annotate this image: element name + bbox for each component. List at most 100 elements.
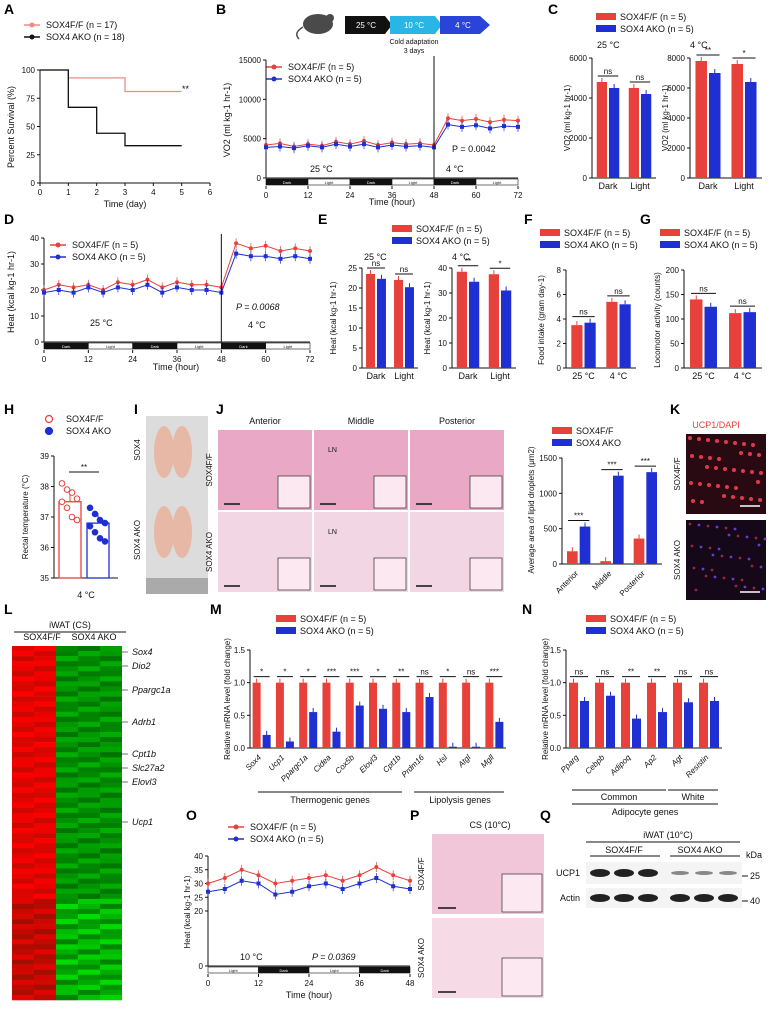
h-point — [73, 495, 81, 503]
d-x-tick-label: 48 — [217, 355, 226, 364]
c2-y-tick-label: 6000 — [667, 84, 685, 93]
b-point — [320, 145, 324, 150]
heatmap-cell — [78, 959, 100, 965]
heatmap-cell — [78, 954, 100, 960]
heatmap-cell — [100, 833, 122, 839]
heatmap-cell — [78, 686, 100, 692]
heatmap-cell — [56, 701, 78, 707]
c2-bar — [745, 82, 757, 178]
heatmap-cell — [78, 787, 100, 793]
q-title: iWAT (10°C) — [643, 830, 692, 840]
heatmap-cell — [12, 747, 34, 753]
o-y-tick-label: 25 — [194, 893, 203, 902]
heatmap-cell — [100, 807, 122, 814]
fluorescence-dot — [690, 544, 694, 548]
heatmap-cell — [78, 742, 100, 748]
heatmap-cell — [56, 934, 78, 940]
heatmap-cell — [56, 893, 78, 900]
h-sig: ** — [81, 463, 87, 472]
heatmap-cell — [56, 843, 78, 849]
heatmap-cell — [34, 726, 56, 733]
e2-bar — [501, 290, 512, 368]
q-marker-25: 25 — [750, 871, 760, 881]
c2-bar — [709, 73, 721, 178]
heatmap-cell — [34, 711, 56, 718]
heatmap-cell — [34, 737, 56, 743]
heatmap-cell — [56, 914, 78, 920]
heatmap-cell — [56, 721, 78, 728]
l-title: iWAT (CS) — [49, 620, 91, 630]
gene-label: Sox4 — [132, 647, 153, 657]
g-bar — [704, 306, 717, 368]
d-point — [263, 243, 268, 248]
mouse-tail-icon — [296, 26, 304, 40]
o-y-tick-label: 30 — [194, 880, 203, 889]
g-sig: ns — [738, 297, 746, 306]
j-legend-swatch — [552, 439, 572, 446]
m-legend-entry: SOX4F/F (n = 5) — [300, 614, 366, 624]
fluorescence-dot — [720, 554, 724, 558]
heatmap-cell — [56, 802, 78, 809]
heatmap-cell — [56, 883, 78, 890]
heatmap-cell — [100, 873, 122, 879]
m-bar — [355, 705, 364, 748]
fluorescence-dot — [699, 455, 703, 459]
m-category-label: Elovl3 — [358, 753, 380, 775]
b-point — [516, 124, 520, 129]
heatmap-cell — [100, 858, 122, 864]
b-cycle-label: Dark — [367, 180, 375, 185]
m-category-label: Atgl — [456, 753, 473, 770]
o-point — [408, 887, 412, 891]
d-point — [308, 256, 312, 261]
c2-bar — [731, 64, 743, 178]
h-x-title: 4 °C — [77, 590, 95, 600]
fat-pad-image — [172, 426, 192, 478]
m-bar — [309, 712, 318, 748]
fluorescence-dot — [697, 437, 701, 441]
j-legend-swatch — [552, 427, 572, 434]
panel-letter-L: L — [4, 601, 13, 617]
heatmap-cell — [78, 994, 100, 1001]
m-group-label-2: Lipolysis genes — [429, 795, 491, 805]
heatmap-cell — [56, 787, 78, 793]
heatmap-cell — [12, 898, 34, 905]
h-bar — [58, 501, 82, 579]
heatmap-cell — [78, 716, 100, 723]
n-group-label-1: Common — [601, 792, 638, 802]
band-actin — [670, 894, 690, 902]
heatmap-cell — [12, 969, 34, 976]
o-legend-marker — [233, 824, 239, 830]
heatmap-cell — [78, 701, 100, 707]
heatmap-cell — [34, 979, 56, 986]
heatmap-cell — [78, 777, 100, 783]
heatmap-cell — [12, 726, 34, 733]
fluorescence-dot — [759, 471, 763, 475]
heatmap-cell — [12, 868, 34, 874]
heatmap-cell — [12, 706, 34, 713]
c1-bar — [628, 88, 639, 178]
heatmap-cell — [78, 893, 100, 900]
m-category-label: Sox4 — [244, 753, 264, 773]
heatmap-cell — [12, 802, 34, 809]
fluorescence-dot — [694, 588, 698, 592]
b-point — [460, 118, 464, 123]
fluorescence-dot — [704, 574, 708, 578]
fluorescence-dot — [701, 567, 705, 571]
c-subtitle-2: 4 °C — [690, 40, 708, 50]
heatmap-cell — [34, 671, 56, 677]
inset-image — [501, 873, 543, 913]
d-point — [101, 290, 106, 295]
fluorescence-dot — [736, 534, 740, 538]
c2-category-label: Light — [734, 181, 754, 191]
heatmap-cell — [100, 716, 122, 723]
i-label-ako: SOX4 AKO — [133, 520, 142, 560]
fluorescence-dot — [727, 533, 731, 537]
fluorescence-dot — [722, 494, 726, 498]
inset-image — [501, 957, 543, 997]
h-point — [91, 510, 99, 518]
heatmap-cell — [100, 762, 122, 768]
heatmap-cell — [34, 843, 56, 849]
heatmap-cell — [12, 787, 34, 793]
inset-image — [373, 475, 407, 509]
heatmap-cell — [56, 969, 78, 976]
